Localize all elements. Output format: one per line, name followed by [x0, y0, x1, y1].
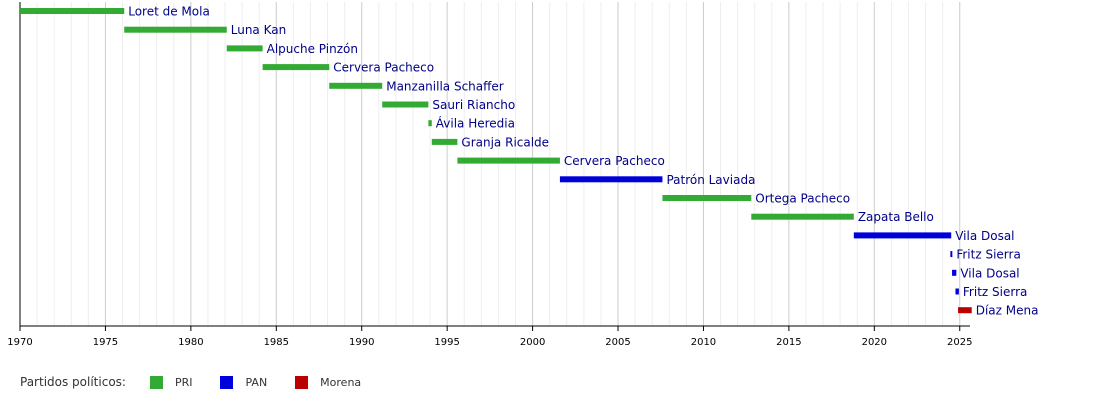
term-label: Fritz Sierra [956, 248, 1020, 262]
term-bar [124, 26, 227, 33]
x-tick-label: 2015 [776, 337, 801, 348]
legend-item-morena: Morena [295, 375, 362, 389]
term-bar [751, 213, 854, 220]
term-bar [431, 138, 458, 145]
legend-label-pri: PRI [174, 375, 193, 389]
term-label: Zapata Bello [858, 210, 934, 224]
legend: Partidos políticos: PRI PAN Morena [20, 372, 389, 392]
term-bar [226, 45, 263, 52]
term-bar [20, 8, 125, 14]
legend-label-morena: Morena [320, 375, 362, 389]
x-tick-label: 1995 [434, 337, 459, 348]
term-label: Fritz Sierra [963, 285, 1027, 299]
term-label: Vila Dosal [960, 266, 1019, 280]
term-bar [958, 307, 972, 314]
x-tick-label: 1980 [178, 337, 203, 348]
legend-item-pan: PAN [220, 375, 268, 389]
term-bar [382, 101, 429, 108]
term-bars [20, 8, 972, 314]
term-label: Vila Dosal [955, 229, 1014, 243]
x-tick-label: 1970 [7, 337, 32, 348]
x-tick-label: 1975 [93, 337, 118, 348]
term-label: Sauri Riancho [432, 98, 515, 112]
term-label: Cervera Pacheco [564, 154, 665, 168]
term-labels: Loret de Mola Luna Kan Alpuche Pinzón Cerve… [128, 5, 1038, 318]
term-bar [950, 251, 953, 258]
term-bar [329, 82, 383, 89]
term-bar [952, 269, 957, 276]
term-bar [955, 288, 959, 295]
term-label: Alpuche Pinzón [267, 42, 358, 56]
term-bar [559, 176, 663, 183]
term-label: Loret de Mola [128, 5, 210, 19]
x-tick-label: 1985 [264, 337, 289, 348]
term-bar [457, 157, 560, 164]
legend-swatch-pri [149, 375, 163, 389]
legend-swatch-pan [220, 375, 234, 389]
x-tick-label: 2020 [862, 337, 887, 348]
term-label: Manzanilla Schaffer [386, 79, 504, 93]
x-tick-label: 2025 [947, 337, 972, 348]
term-bar [853, 232, 952, 239]
term-label: Luna Kan [231, 23, 286, 37]
x-tick-label: 2000 [520, 337, 545, 348]
term-bar [662, 195, 752, 201]
term-label: Granja Ricalde [461, 135, 549, 149]
term-label: Ávila Heredia [436, 116, 515, 131]
x-tick-label: 2010 [691, 337, 716, 348]
term-bar [262, 64, 330, 71]
term-label: Díaz Mena [976, 304, 1039, 318]
term-label: Cervera Pacheco [333, 61, 434, 75]
legend-swatch-morena [295, 375, 309, 389]
minor-gridlines [36, 2, 944, 326]
x-tick-label: 2005 [605, 337, 630, 348]
term-label: Ortega Pacheco [755, 192, 850, 206]
legend-title: Partidos políticos: [20, 375, 126, 389]
term-bar [428, 120, 432, 127]
x-axis: 1970 1975 1980 1985 1990 1995 2000 2005 2010 2015… [7, 2, 972, 348]
x-tick-label: 1990 [349, 337, 374, 348]
legend-label-pan: PAN [245, 375, 268, 389]
timeline-chart: 1970 1975 1980 1985 1990 1995 2000 2005 2010 2015… [7, 2, 1038, 348]
term-label: Patrón Laviada [666, 173, 755, 187]
legend-item-pri: PRI [149, 375, 193, 389]
major-gridlines [19, 2, 961, 326]
